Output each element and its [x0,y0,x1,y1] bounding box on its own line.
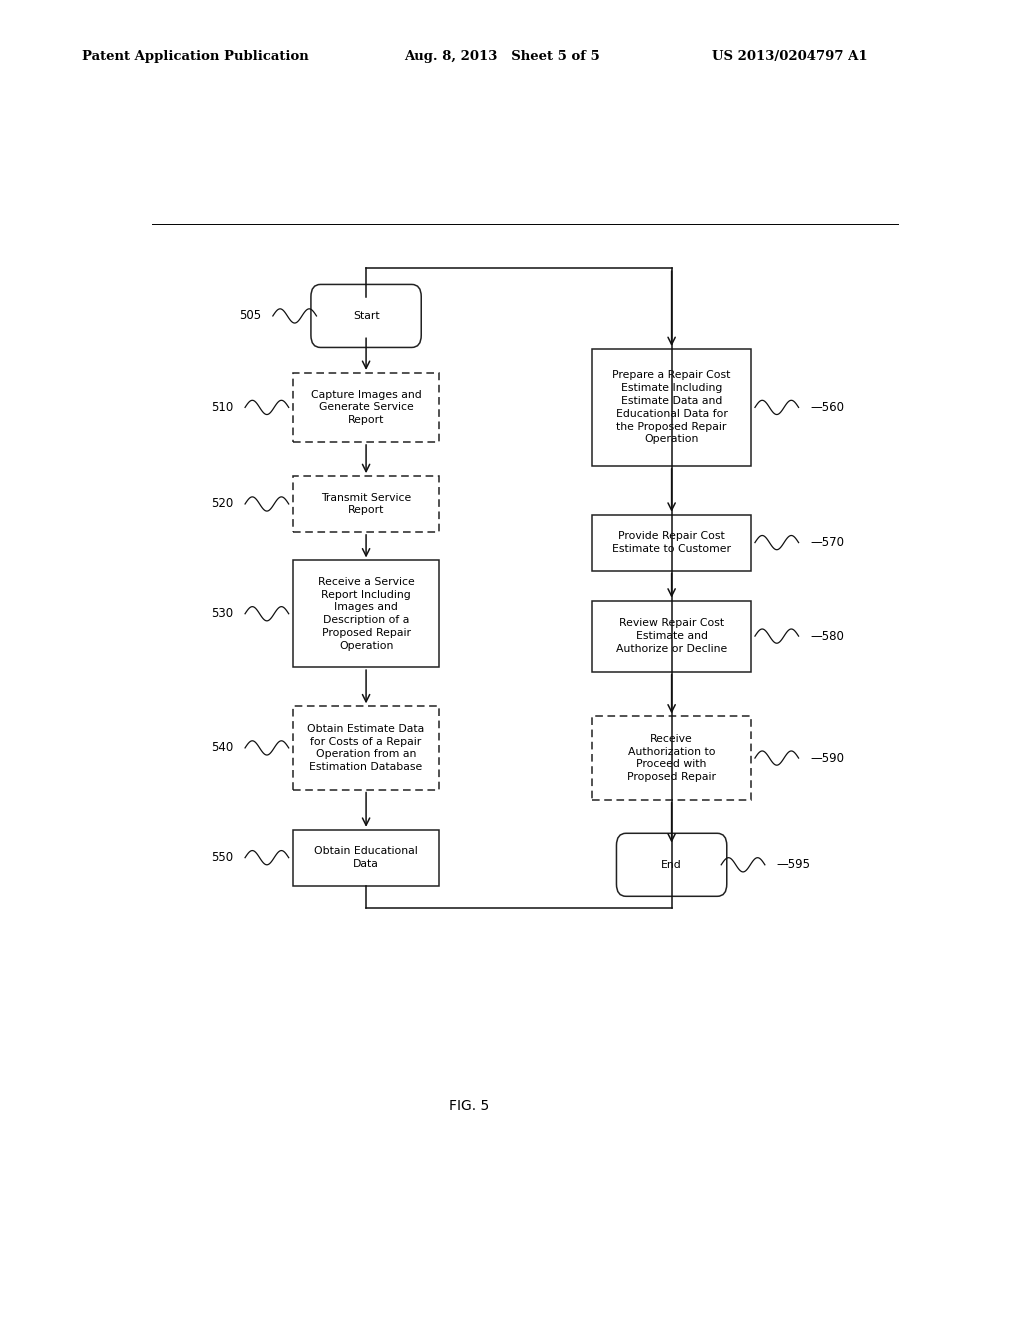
Text: 540: 540 [211,742,233,755]
Bar [293,706,439,789]
Bar [592,348,751,466]
Text: —590: —590 [811,751,845,764]
Text: —580: —580 [811,630,845,643]
Text: Start: Start [352,312,380,321]
Bar [293,372,439,442]
Bar [293,561,439,667]
Text: Review Repair Cost
Estimate and
Authorize or Decline: Review Repair Cost Estimate and Authoriz… [616,618,727,653]
Text: —570: —570 [811,536,845,549]
Text: Receive a Service
Report Including
Images and
Description of a
Proposed Repair
O: Receive a Service Report Including Image… [317,577,415,651]
Text: Patent Application Publication: Patent Application Publication [82,50,308,63]
Bar [293,477,439,532]
Text: Obtain Educational
Data: Obtain Educational Data [314,846,418,869]
Text: —595: —595 [777,858,811,871]
FancyBboxPatch shape [616,833,727,896]
Text: FIG. 5: FIG. 5 [450,1098,489,1113]
Text: Aug. 8, 2013   Sheet 5 of 5: Aug. 8, 2013 Sheet 5 of 5 [404,50,600,63]
Bar [592,717,751,800]
Bar [293,830,439,886]
Text: Capture Images and
Generate Service
Report: Capture Images and Generate Service Repo… [310,389,422,425]
Text: —560: —560 [811,401,845,414]
Text: 505: 505 [239,309,261,322]
Text: Obtain Estimate Data
for Costs of a Repair
Operation from an
Estimation Database: Obtain Estimate Data for Costs of a Repa… [307,723,425,772]
Text: Prepare a Repair Cost
Estimate Including
Estimate Data and
Educational Data for
: Prepare a Repair Cost Estimate Including… [612,371,731,445]
Text: US 2013/0204797 A1: US 2013/0204797 A1 [712,50,867,63]
Text: 520: 520 [211,498,233,511]
Text: 550: 550 [211,851,233,865]
Text: End: End [662,859,682,870]
Text: Transmit Service
Report: Transmit Service Report [321,492,412,515]
Text: Receive
Authorization to
Proceed with
Proposed Repair: Receive Authorization to Proceed with Pr… [627,734,716,783]
Text: 510: 510 [211,401,233,414]
Bar [592,601,751,672]
Bar [592,515,751,570]
Text: 530: 530 [211,607,233,620]
FancyBboxPatch shape [311,284,421,347]
Text: Provide Repair Cost
Estimate to Customer: Provide Repair Cost Estimate to Customer [612,531,731,554]
